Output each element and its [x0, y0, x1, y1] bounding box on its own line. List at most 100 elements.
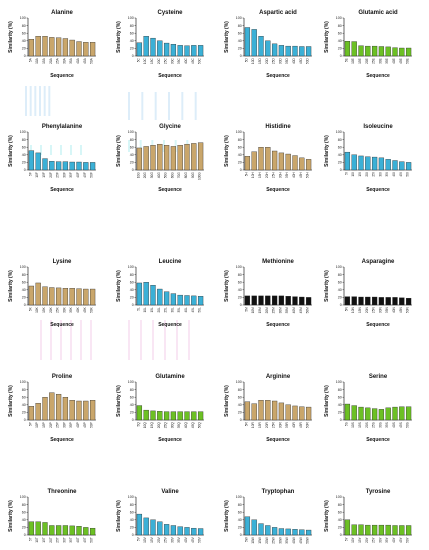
bar — [28, 285, 35, 306]
bar — [150, 519, 156, 536]
x-tick-label: 30G — [150, 172, 154, 179]
bar — [83, 527, 89, 536]
artifact-stripe — [174, 140, 177, 152]
bar — [378, 46, 385, 57]
x-tick-label: 10L — [143, 307, 147, 313]
y-tick-label: 0 — [240, 303, 242, 307]
x-tick-label: 25C — [164, 58, 168, 65]
x-tick-label: 25K — [56, 306, 60, 313]
bar — [358, 406, 364, 421]
x-tick-label: 45P — [83, 422, 87, 428]
y-axis-label: Similarity (%) — [8, 500, 14, 532]
artifact-stripe — [40, 320, 42, 360]
x-tick-label: 35Q — [177, 422, 181, 429]
y-tick-label: 60 — [338, 395, 342, 399]
y-tick-label: 20 — [338, 161, 342, 165]
x-tick-label: 20K — [49, 306, 53, 313]
y-tick-label: 0 — [132, 533, 134, 537]
bar — [305, 406, 312, 421]
y-tick-label: 60 — [130, 280, 134, 284]
x-tick-label: 90G — [191, 172, 195, 179]
x-tick-label: 30S — [378, 422, 382, 428]
x-tick-label: 25S — [372, 422, 376, 428]
x-tick-label: 10R — [251, 422, 255, 429]
artifact-stripe — [176, 320, 178, 360]
x-tick-label: 30V — [170, 536, 174, 543]
x-tick-label: 30T — [62, 537, 66, 543]
x-axis-label: Sequence — [266, 437, 290, 443]
bar — [351, 154, 357, 171]
x-tick-label: 15L — [150, 307, 154, 313]
chart-title: Histidine — [265, 124, 291, 130]
y-tick-label: 20 — [22, 161, 26, 165]
y-tick-label: 100 — [336, 380, 342, 384]
y-tick-label: 60 — [22, 280, 26, 284]
y-tick-label: 60 — [338, 31, 342, 35]
y-axis-label: Similarity (%) — [116, 385, 122, 417]
bar — [49, 161, 55, 171]
y-axis-label: Similarity (%) — [8, 385, 14, 417]
x-tick-label: 10V — [143, 536, 147, 543]
y-axis-label: Similarity (%) — [116, 21, 122, 53]
bar — [285, 528, 291, 536]
x-tick-label: 50C — [198, 58, 202, 65]
y-tick-label: 40 — [130, 39, 134, 43]
bar — [299, 296, 305, 306]
bar — [143, 517, 149, 536]
bar — [184, 143, 190, 171]
bar — [83, 162, 89, 171]
x-tick-label: 5C — [136, 58, 140, 63]
y-tick-label: 20 — [238, 47, 242, 51]
x-tick-label: 50P — [90, 422, 94, 428]
x-tick-label: 50K — [90, 306, 94, 313]
y-axis-label: Similarity (%) — [8, 135, 14, 167]
x-tick-label: 15A — [42, 57, 46, 64]
chart-panel: Aspartic acid Similarity (%) 0 20 40 60 80 100 5… — [224, 10, 312, 79]
chart-title: Alanine — [51, 10, 73, 16]
x-tick-label: 30F — [62, 172, 66, 178]
chart-panel: Tyrosine Similarity (%) 0 20 40 60 80 100 5Y 10Y 1… — [324, 489, 412, 543]
y-axis-label: Similarity (%) — [224, 270, 230, 302]
x-tick-label: 35P — [69, 422, 73, 428]
x-tick-label: 5H — [244, 172, 248, 177]
bar — [258, 400, 264, 421]
x-tick-label: 10W — [251, 537, 255, 544]
x-tick-label: 50D — [306, 58, 310, 65]
x-tick-label: 10P — [35, 422, 39, 428]
bar — [305, 159, 312, 171]
y-tick-label: 100 — [20, 16, 26, 20]
x-tick-label: 10K — [35, 306, 39, 313]
y-tick-label: 40 — [238, 518, 242, 522]
bar — [197, 296, 204, 306]
x-tick-label: 20T — [49, 537, 53, 543]
x-tick-label: 35C — [177, 58, 181, 65]
bar — [89, 162, 96, 171]
chart-panel: Cysteine Similarity (%) 0 20 40 60 80 100 5C 10C 1… — [116, 10, 204, 79]
x-tick-label: 45V — [191, 536, 195, 543]
chart-title: Glutamic acid — [358, 10, 398, 16]
x-tick-label: 15D — [258, 58, 262, 65]
bar — [285, 404, 291, 421]
bar — [62, 288, 69, 306]
bar — [271, 295, 278, 306]
y-tick-label: 40 — [130, 288, 134, 292]
bar — [344, 519, 351, 536]
bar — [191, 411, 197, 421]
bar — [365, 45, 371, 57]
x-tick-label: 50Q — [198, 422, 202, 429]
x-tick-label: 50I — [406, 172, 410, 177]
y-tick-label: 60 — [238, 145, 242, 149]
artifact-stripe — [30, 145, 32, 155]
artifact-stripe — [40, 145, 42, 155]
x-tick-label: 40Y — [392, 536, 396, 543]
bar — [351, 524, 357, 536]
x-tick-label: 35S — [385, 422, 389, 428]
x-axis-label: Sequence — [266, 187, 290, 193]
x-tick-label: 50A — [90, 57, 94, 64]
x-tick-label: 35K — [69, 306, 73, 313]
bar — [136, 147, 143, 171]
y-tick-label: 80 — [22, 138, 26, 142]
x-axis-label: Sequence — [50, 437, 74, 443]
x-tick-label: 50V — [198, 536, 202, 543]
x-tick-label: 40Q — [184, 422, 188, 429]
